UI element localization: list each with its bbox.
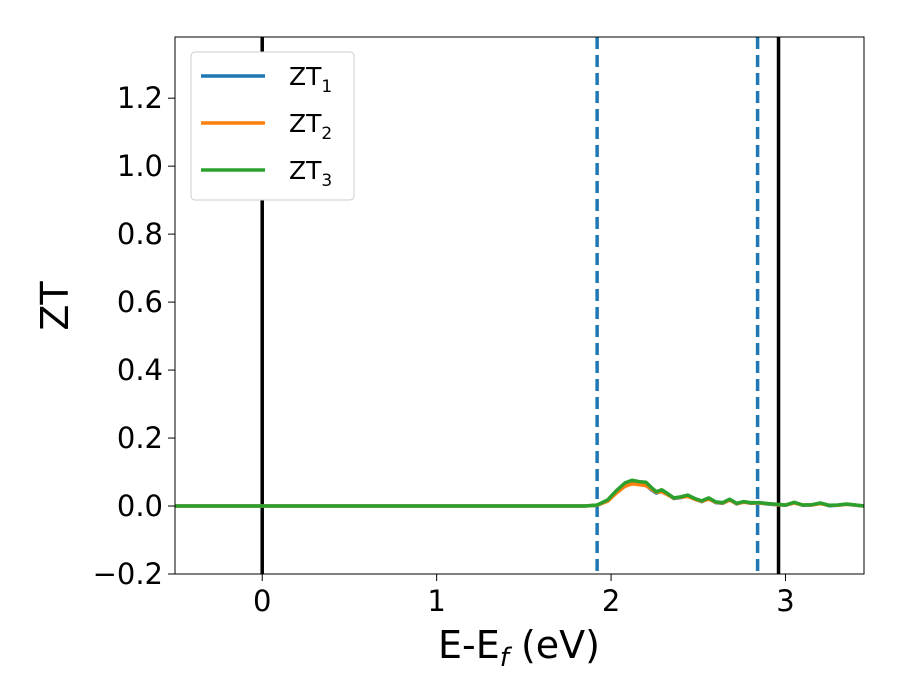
- y-tick-label: 0.6: [117, 285, 163, 319]
- legend-label-3: ZT3: [289, 156, 332, 191]
- x-axis-title: E-Ef (eV): [438, 623, 600, 673]
- x-axis-title-unit: (eV): [509, 623, 600, 667]
- x-axis-ticks: 0 1 2 3: [253, 574, 795, 618]
- y-tick-label: 0.0: [117, 489, 163, 523]
- y-axis-title: ZT: [33, 281, 77, 331]
- legend: ZT1 ZT2 ZT3: [190, 51, 355, 201]
- legend-box: [190, 51, 355, 201]
- series-lines: [175, 478, 865, 508]
- y-tick-label: −0.2: [93, 557, 163, 591]
- y-tick-label: 0.4: [117, 353, 163, 387]
- x-tick-label: 0: [253, 584, 271, 618]
- x-tick-label: 1: [427, 584, 445, 618]
- x-axis-title-main: E-E: [438, 623, 500, 667]
- y-tick-label: 0.8: [117, 217, 163, 251]
- series-line-3: [175, 478, 865, 508]
- x-tick-label: 2: [602, 584, 620, 618]
- y-axis-ticks: −0.2 0.0 0.2 0.4 0.6 0.8 1.0 1.2: [93, 81, 175, 591]
- y-tick-label: 1.2: [117, 81, 163, 115]
- legend-label-2: ZT2: [289, 109, 332, 144]
- legend-label-1: ZT1: [289, 62, 332, 97]
- y-tick-label: 1.0: [117, 149, 163, 183]
- x-tick-label: 3: [776, 584, 794, 618]
- y-tick-label: 0.2: [117, 421, 163, 455]
- plot-frame: [174, 36, 865, 575]
- legend-items: ZT1 ZT2 ZT3: [201, 62, 332, 191]
